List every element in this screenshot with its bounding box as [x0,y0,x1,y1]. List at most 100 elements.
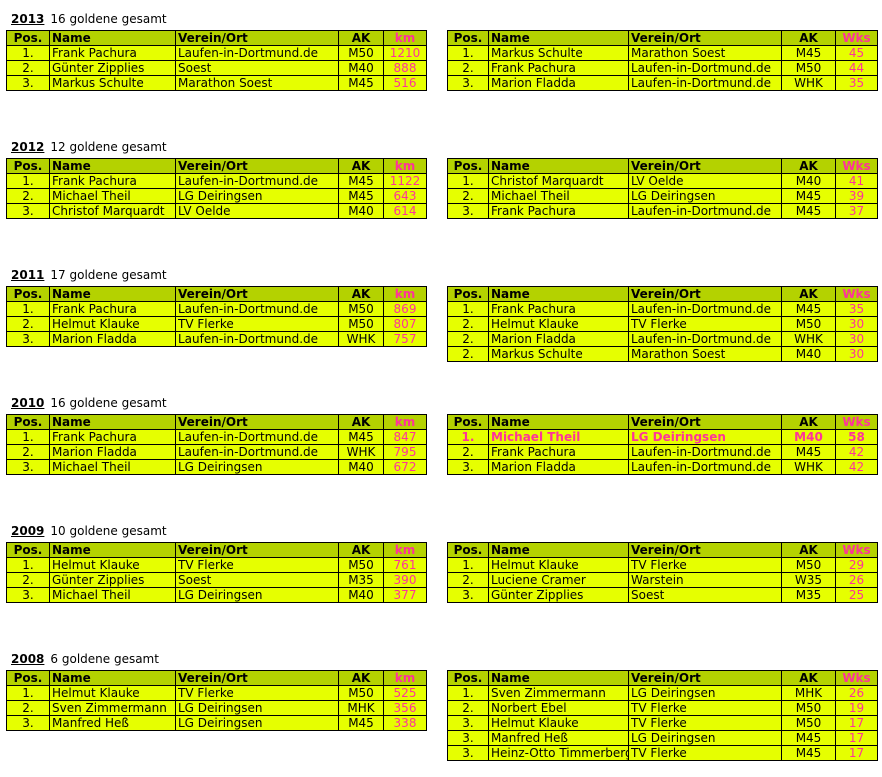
table-row: 3. Manfred Heß LG Deiringsen M45 338 [6,715,427,731]
cell-club: LG Deiringsen [628,429,782,445]
cell-pos: 1. [6,45,50,61]
summary-text: 17 goldene gesamt [50,268,167,282]
cell-club: TV Flerke [175,557,339,573]
table-header-row: Pos. Name Verein/Ort AK Wks [447,542,878,558]
table-row: 1. Frank Pachura Laufen-in-Dortmund.de M45 8… [6,429,427,445]
cell-km: 672 [383,459,427,475]
cell-name: Marion Fladda [488,75,629,91]
cell-club: TV Flerke [175,685,339,701]
table-row: 1. Helmut Klauke TV Flerke M50 525 [6,685,427,701]
cell-club: LG Deiringsen [175,587,339,603]
cell-club: Laufen-in-Dortmund.de [628,203,782,219]
table-row: 2. Michael Theil LG Deiringsen M45 643 [6,188,427,204]
cell-name: Helmut Klauke [49,316,176,332]
cell-pos: 3. [447,587,489,603]
cell-club: Laufen-in-Dortmund.de [175,429,339,445]
cell-name: Helmut Klauke [49,685,176,701]
km-ranking-table: Pos. Name Verein/Ort AK km 1. Frank Pachura Lau… [6,286,427,347]
header-name: Name [488,542,629,558]
cell-name: Manfred Heß [488,730,629,746]
cell-ak: M45 [338,173,384,189]
cell-pos: 1. [447,685,489,701]
cell-club: Laufen-in-Dortmund.de [175,173,339,189]
cell-name: Sven Zimmermann [488,685,629,701]
table-row: 2. Frank Pachura Laufen-in-Dortmund.de M50 4… [447,60,878,76]
cell-name: Frank Pachura [49,429,176,445]
cell-name: Christof Marquardt [49,203,176,219]
cell-name: Michael Theil [49,459,176,475]
table-row: 1. Helmut Klauke TV Flerke M50 761 [6,557,427,573]
cell-km: 847 [383,429,427,445]
cell-km: 338 [383,715,427,731]
cell-km: 643 [383,188,427,204]
header-ak: AK [338,30,384,46]
cell-pos: 3. [447,75,489,91]
cell-ak: M50 [781,316,836,332]
table-header-row: Pos. Name Verein/Ort AK km [6,670,427,686]
cell-wks: 42 [835,459,878,475]
table-row: 2. Günter Zipplies Soest M35 390 [6,572,427,588]
header-club: Verein/Ort [175,286,339,302]
table-header-row: Pos. Name Verein/Ort AK km [6,286,427,302]
cell-km: 757 [383,331,427,347]
cell-club: TV Flerke [175,316,339,332]
year-label: 2012 [11,140,45,154]
cell-name: Michael Theil [488,188,629,204]
header-name: Name [49,542,176,558]
cell-name: Frank Pachura [49,173,176,189]
header-club: Verein/Ort [628,30,782,46]
cell-ak: M45 [781,45,836,61]
cell-pos: 1. [447,173,489,189]
header-pos: Pos. [447,30,489,46]
summary-text: 6 goldene gesamt [50,652,159,666]
cell-club: Laufen-in-Dortmund.de [628,459,782,475]
cell-ak: M40 [781,346,836,362]
cell-name: Frank Pachura [488,60,629,76]
table-row: 3. Günter Zipplies Soest M35 25 [447,587,878,603]
cell-club: LG Deiringsen [175,715,339,731]
cell-wks: 26 [835,685,878,701]
cell-ak: M45 [781,203,836,219]
cell-name: Markus Schulte [488,346,629,362]
cell-ak: M45 [338,75,384,91]
table-header-row: Pos. Name Verein/Ort AK Wks [447,158,878,174]
table-row: 2. Marion Fladda Laufen-in-Dortmund.de WHK 7… [6,444,427,460]
cell-pos: 1. [6,557,50,573]
cell-km: 1210 [383,45,427,61]
header-ak: AK [781,414,836,430]
cell-name: Günter Zipplies [488,587,629,603]
table-row: 3. Frank Pachura Laufen-in-Dortmund.de M45 3… [447,203,878,219]
table-row: 3. Michael Theil LG Deiringsen M40 672 [6,459,427,475]
cell-ak: M45 [781,745,836,761]
table-row: 2. Günter Zipplies Soest M40 888 [6,60,427,76]
cell-club: TV Flerke [628,745,782,761]
header-club: Verein/Ort [175,414,339,430]
table-row: 1. Helmut Klauke TV Flerke M50 29 [447,557,878,573]
cell-pos: 2. [6,316,50,332]
cell-wks: 26 [835,572,878,588]
header-name: Name [49,158,176,174]
section-title: 2008 6 goldene gesamt [11,652,159,666]
header-club: Verein/Ort [628,542,782,558]
cell-wks: 45 [835,45,878,61]
cell-km: 761 [383,557,427,573]
cell-ak: M50 [338,301,384,317]
table-row: 2. Helmut Klauke TV Flerke M50 30 [447,316,878,332]
cell-wks: 30 [835,331,878,347]
cell-ak: M40 [781,429,836,445]
cell-ak: M35 [781,587,836,603]
cell-club: Laufen-in-Dortmund.de [628,444,782,460]
cell-club: Laufen-in-Dortmund.de [175,444,339,460]
table-row: 1. Frank Pachura Laufen-in-Dortmund.de M50 8… [6,301,427,317]
cell-club: LV Oelde [175,203,339,219]
header-km: km [383,30,427,46]
cell-name: Helmut Klauke [488,557,629,573]
table-header-row: Pos. Name Verein/Ort AK km [6,542,427,558]
cell-pos: 1. [6,429,50,445]
header-name: Name [49,30,176,46]
cell-name: Günter Zipplies [49,572,176,588]
cell-wks: 30 [835,316,878,332]
header-name: Name [488,158,629,174]
cell-pos: 1. [447,45,489,61]
cell-wks: 17 [835,745,878,761]
